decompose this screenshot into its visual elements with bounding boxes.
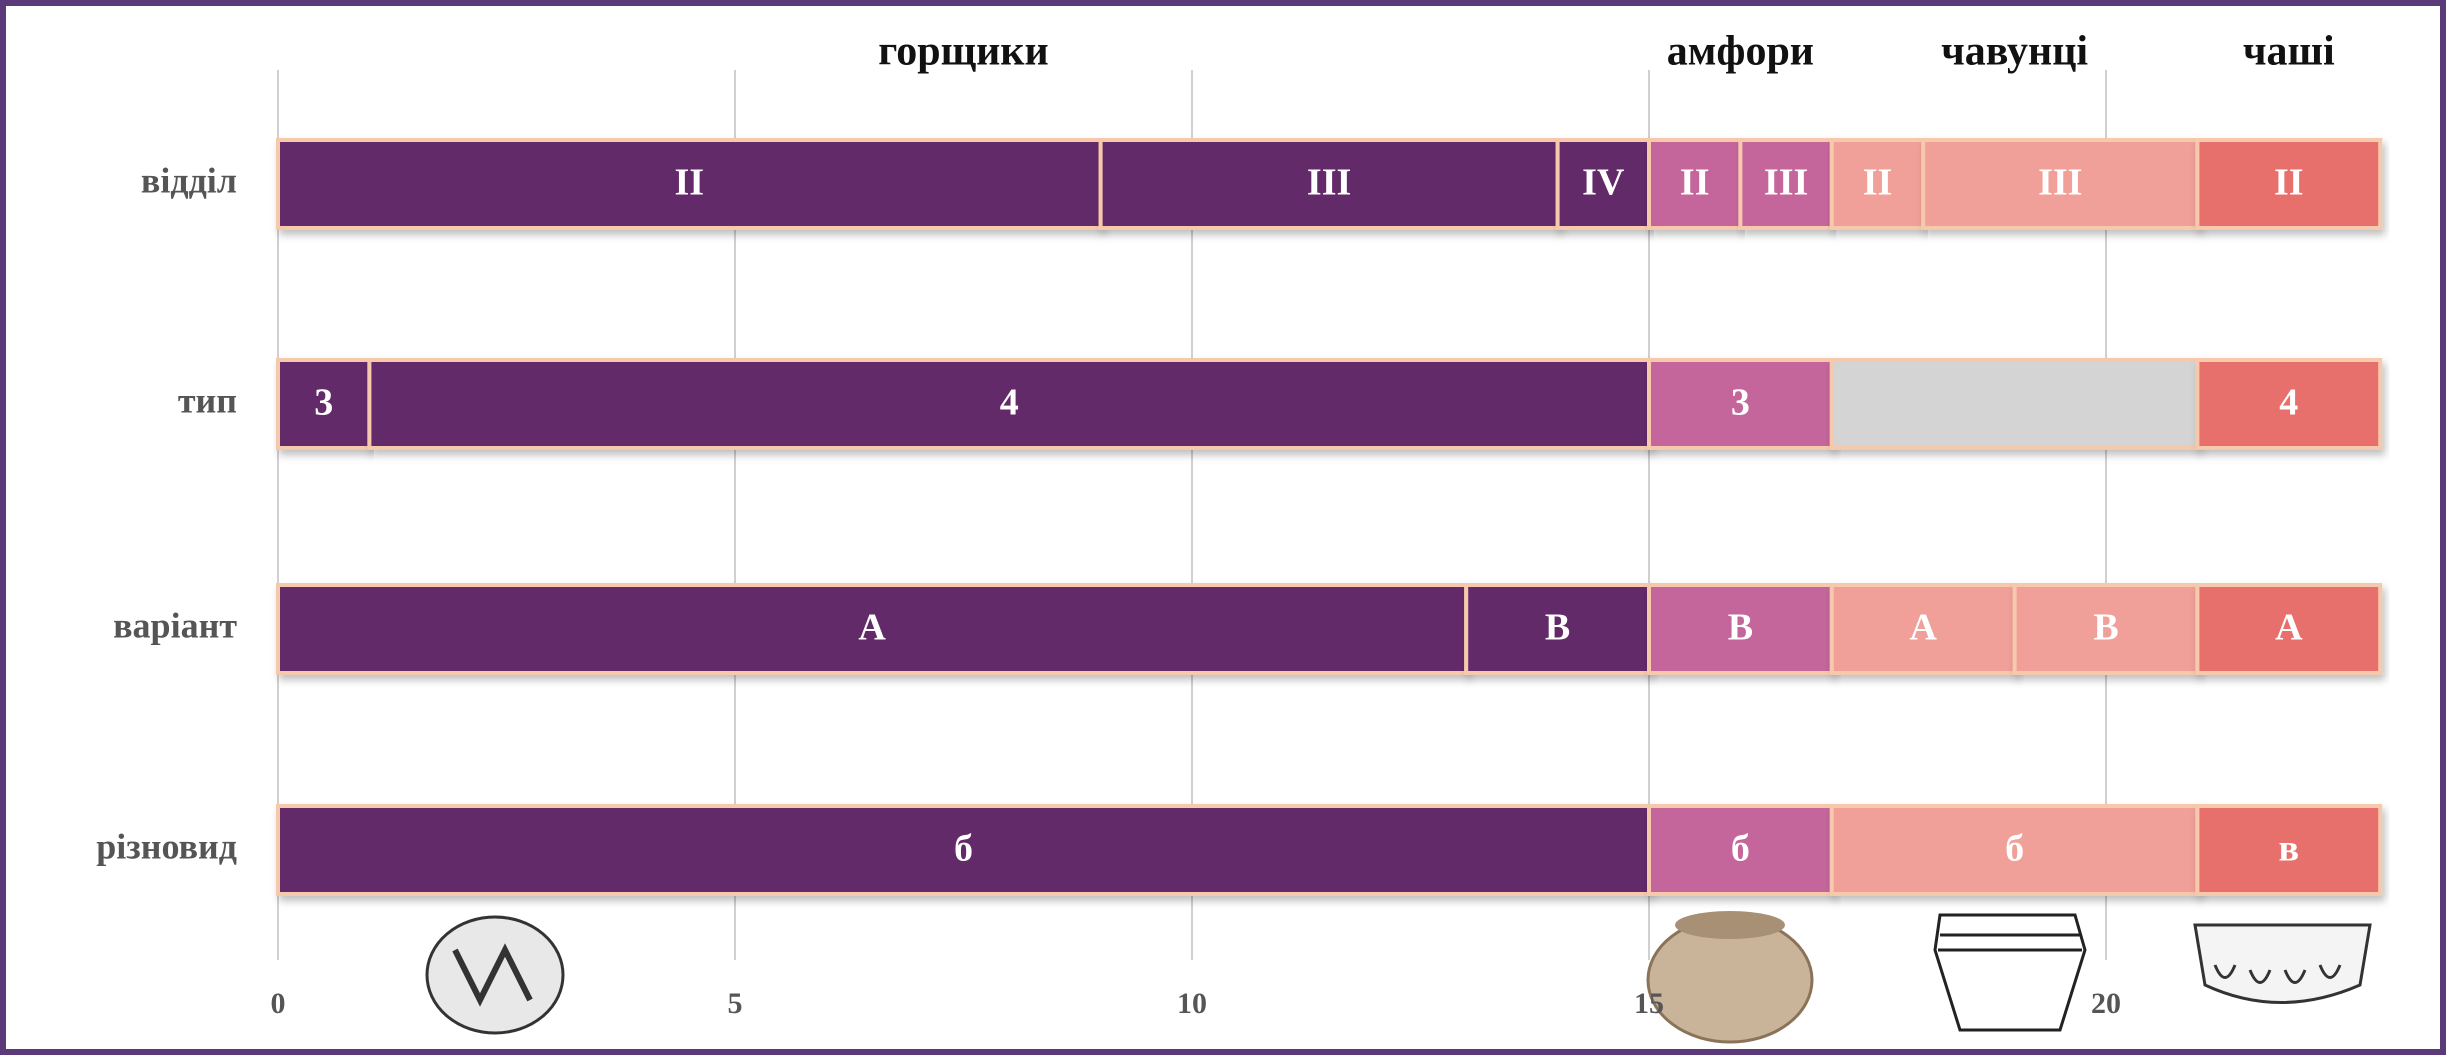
y-tick-label: відділ (141, 160, 237, 200)
x-tick-label: 15 (1634, 987, 1664, 1020)
segment-label: б (2005, 828, 2024, 870)
segment-label: II (675, 162, 705, 204)
segment-label: IV (1582, 162, 1625, 204)
x-tick-label: 5 (728, 987, 743, 1020)
segment-label: 3 (1731, 382, 1750, 424)
segment-label: II (1863, 162, 1893, 204)
bar-segment (1832, 360, 2198, 448)
segment-label: в (2279, 828, 2300, 870)
y-tick-label: тип (178, 380, 237, 420)
segment-label: В (1545, 607, 1570, 649)
chart: IIIIIIV34АВбIIIII3ВбIIIIIАВбII4Ав 051015… (0, 0, 2446, 1055)
y-tick-label: варіант (113, 605, 237, 645)
group-title: чавунці (1941, 29, 2088, 75)
x-tick-label: 20 (2091, 987, 2121, 1020)
segment-label: А (1909, 607, 1937, 649)
segment-label: В (2093, 607, 2118, 649)
segment-label: II (2274, 162, 2304, 204)
segment-label: 4 (1000, 382, 1019, 424)
segment-label: 3 (314, 382, 333, 424)
segment-label: А (2275, 607, 2303, 649)
segment-label: 4 (2279, 382, 2298, 424)
y-tick-label: різновид (96, 826, 237, 866)
pot-illustration (1935, 915, 2085, 1030)
pot-illustration (427, 917, 563, 1033)
group-title: чаші (2243, 29, 2335, 75)
group-title: амфори (1667, 29, 1814, 75)
segment-label: III (1764, 162, 1808, 204)
segment-label: А (858, 607, 886, 649)
x-tick-label: 0 (271, 987, 286, 1020)
segment-label: б (1731, 828, 1750, 870)
segment-label: III (2038, 162, 2082, 204)
group-title: горщики (878, 29, 1048, 75)
segment-label: В (1728, 607, 1753, 649)
segment-label: б (954, 828, 973, 870)
pot-illustration (2195, 925, 2370, 1003)
segment-label: II (1680, 162, 1710, 204)
segment-label: III (1307, 162, 1351, 204)
x-tick-label: 10 (1177, 987, 1207, 1020)
